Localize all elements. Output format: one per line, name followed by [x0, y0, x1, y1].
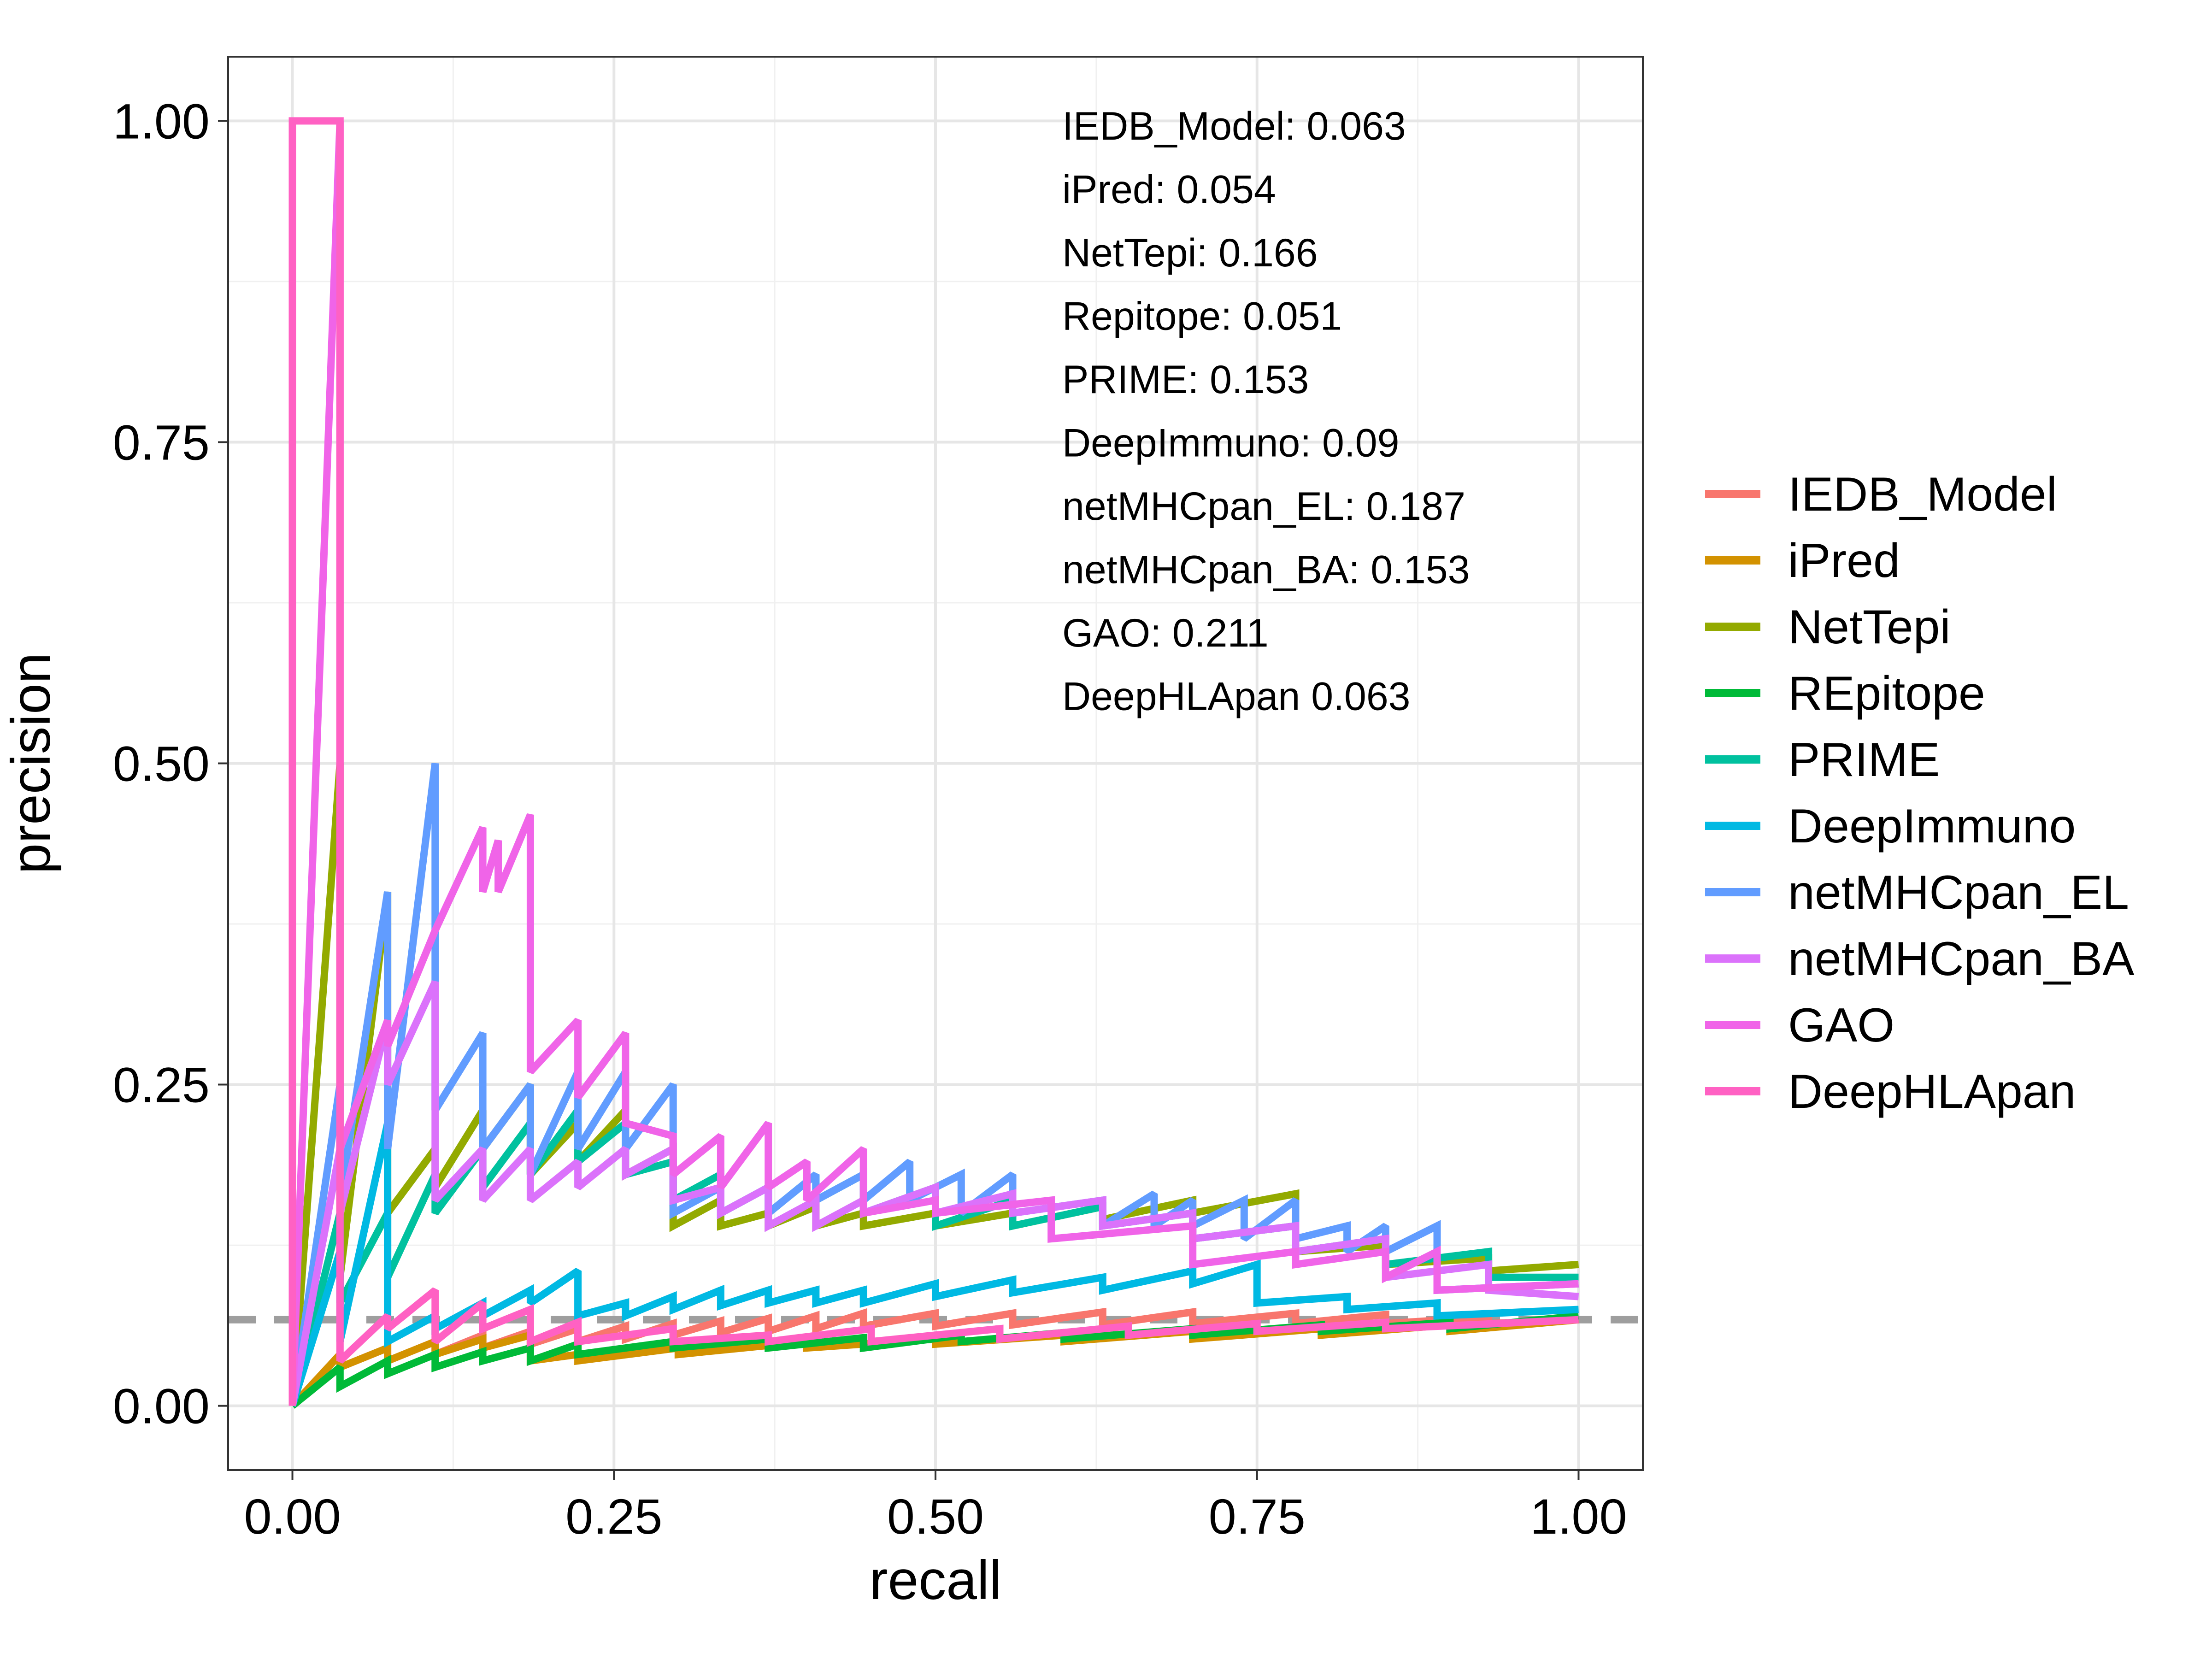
legend-item-iedb-model: IEDB_Model [1705, 468, 2057, 521]
annotation-text: PRIME: 0.153 [1062, 358, 1309, 402]
legend-item-nettepi: NetTepi [1705, 600, 1951, 654]
legend-label: NetTepi [1788, 600, 1951, 654]
series-line-repitope [290, 1312, 1579, 1409]
annotation-text: IEDB_Model: 0.063 [1062, 104, 1406, 148]
legend-item-netmhcpan-ba: netMHCpan_BA [1705, 932, 2135, 986]
y-tick-label: 0.75 [113, 414, 210, 470]
legend-item-prime: PRIME [1705, 733, 1940, 787]
grid-major [228, 57, 1643, 1470]
series-line-netmhcpan-ba [288, 980, 1579, 1407]
y-tick-label: 0.50 [113, 736, 210, 792]
series-layer [288, 117, 1579, 1409]
series-line-gao [288, 121, 1579, 1406]
annotation-text: GAO: 0.211 [1062, 611, 1269, 655]
series-line-deephlapan [288, 117, 1579, 1406]
series-line-deepimmuno [288, 1122, 1579, 1407]
annotation-block: IEDB_Model: 0.063 iPred: 0.054 NetTepi: 0.… [1062, 104, 1470, 719]
x-tick-label: 1.00 [1530, 1488, 1627, 1544]
legend-label: iPred [1788, 534, 1900, 588]
legend-label: PRIME [1788, 733, 1940, 787]
legend-label: netMHCpan_EL [1788, 866, 2129, 919]
annotation-text: NetTepi: 0.166 [1062, 231, 1318, 275]
annotation-text: iPred: 0.054 [1062, 168, 1276, 212]
annotation-text: netMHCpan_BA: 0.153 [1062, 548, 1470, 592]
x-axis-title: recall [870, 1549, 1002, 1611]
y-tick-label: 0.00 [113, 1378, 210, 1434]
x-axis-ticks: 0.00 0.25 0.50 0.75 1.00 [244, 1470, 1627, 1544]
legend-item-deephlapan: DeepHLApan [1705, 1065, 2076, 1118]
legend-item-gao: GAO [1705, 999, 1894, 1052]
y-tick-label: 0.25 [113, 1057, 210, 1113]
x-tick-label: 0.50 [887, 1488, 984, 1544]
y-axis-ticks: 0.00 0.25 0.50 0.75 1.00 [113, 93, 228, 1434]
legend: IEDB_Model iPred NetTepi REpitope PRIME DeepI… [1705, 468, 2135, 1118]
legend-label: IEDB_Model [1788, 468, 2057, 521]
legend-item-deepimmuno: DeepImmuno [1705, 800, 2076, 853]
legend-label: netMHCpan_BA [1788, 932, 2135, 986]
legend-label: DeepHLApan [1788, 1065, 2076, 1118]
legend-item-repitope: REpitope [1705, 667, 1985, 720]
annotation-text: netMHCpan_EL: 0.187 [1062, 484, 1465, 529]
legend-label: GAO [1788, 999, 1894, 1052]
legend-label: DeepImmuno [1788, 800, 2076, 853]
x-tick-label: 0.25 [565, 1488, 662, 1544]
y-tick-label: 1.00 [113, 93, 210, 149]
x-tick-label: 0.75 [1209, 1488, 1306, 1544]
annotation-text: Repitope: 0.051 [1062, 294, 1342, 339]
legend-label: REpitope [1788, 667, 1985, 720]
annotation-text: DeepImmuno: 0.09 [1062, 421, 1399, 465]
x-tick-label: 0.00 [244, 1488, 341, 1544]
annotation-text: DeepHLApan 0.063 [1062, 675, 1410, 719]
y-axis-title: precision [0, 653, 62, 874]
legend-item-netmhcpan-el: netMHCpan_EL [1705, 866, 2129, 919]
legend-item-ipred: iPred [1705, 534, 1900, 588]
